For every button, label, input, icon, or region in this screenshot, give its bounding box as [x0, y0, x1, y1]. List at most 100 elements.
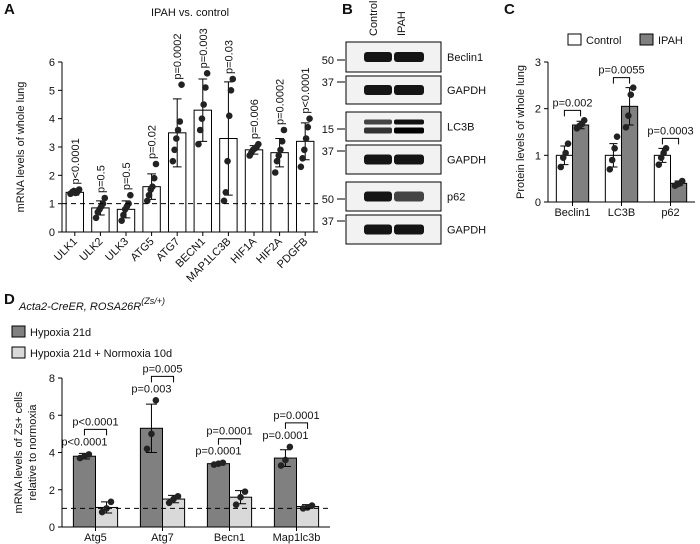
- data-point: [196, 126, 204, 134]
- p-value: p=0.0001: [195, 446, 241, 458]
- y-tick-label: 4: [49, 114, 55, 126]
- bar: [273, 457, 298, 528]
- chart-title: IPAH vs. control: [151, 7, 229, 19]
- blot-frame: [345, 41, 442, 73]
- data-point: [580, 117, 588, 124]
- y-axis-label: relative to normoxia: [27, 404, 39, 501]
- data-point: [173, 135, 180, 142]
- y-tick-label: 8: [49, 373, 55, 385]
- y-tick-label: 0: [535, 197, 541, 209]
- p-value: p<0.0001: [300, 67, 312, 113]
- protein-label: GAPDH: [447, 225, 486, 237]
- data-point: [629, 84, 637, 91]
- data-point: [255, 140, 262, 148]
- data-point: [613, 133, 621, 140]
- data-point: [301, 146, 308, 154]
- data-point: [562, 149, 569, 157]
- x-tick-label: LC3B: [608, 207, 636, 219]
- x-tick-label: Map1lc3b: [273, 532, 321, 544]
- panel-letter: D: [4, 291, 15, 308]
- blot-band: [364, 224, 392, 235]
- y-tick-label: 4: [49, 448, 55, 460]
- panel-letter: A: [4, 1, 15, 18]
- data-point: [85, 451, 93, 458]
- bar: [65, 191, 85, 233]
- data-point: [169, 157, 177, 165]
- y-tick-label: 1: [49, 199, 55, 211]
- data-point: [611, 145, 618, 152]
- legend-swatch: [11, 346, 26, 359]
- legend-label: Control: [586, 35, 621, 47]
- data-point: [152, 160, 160, 168]
- legend-label: Hypoxia 21d + Normoxia 10d: [30, 348, 172, 360]
- y-tick-label: 6: [49, 57, 55, 69]
- marker-label: 37: [322, 146, 334, 158]
- blot-band: [394, 224, 424, 235]
- data-point: [308, 502, 316, 509]
- blot-frame: [345, 75, 442, 105]
- protein-label: LC3B: [447, 122, 475, 134]
- p-value: p=0.5: [95, 165, 107, 193]
- legend-swatch: [639, 33, 654, 46]
- legend-swatch: [11, 325, 26, 338]
- p-value: p=0.5: [121, 162, 133, 190]
- protein-label: p62: [447, 192, 465, 204]
- blot-band: [394, 127, 424, 134]
- data-point: [277, 462, 285, 469]
- data-point: [606, 166, 614, 173]
- data-point: [174, 492, 182, 500]
- bar: [572, 124, 590, 203]
- data-point: [306, 115, 313, 122]
- data-point: [220, 197, 228, 205]
- data-point: [241, 488, 249, 495]
- data-point: [75, 186, 83, 193]
- chart-title: Acta2-CreER, ROSA26R(Zs/+): [18, 296, 165, 313]
- data-point: [165, 499, 173, 507]
- blot-band: [394, 119, 424, 125]
- x-tick-label: HIF1A: [229, 235, 260, 266]
- bracket: [661, 137, 680, 145]
- data-point: [280, 126, 288, 134]
- marker-label: 37: [322, 216, 334, 228]
- y-tick-label: 0: [49, 227, 55, 239]
- legend-swatch: [567, 33, 582, 46]
- data-point: [304, 123, 312, 131]
- data-point: [625, 112, 632, 119]
- lane-label: IPAH: [396, 11, 408, 36]
- data-point: [655, 161, 663, 168]
- bracket-label: p=0.0055: [598, 65, 644, 77]
- bracket-label: p=0.002: [552, 97, 592, 109]
- data-point: [150, 174, 158, 182]
- y-tick-label: 2: [535, 104, 541, 116]
- data-point: [171, 146, 178, 154]
- data-point: [557, 163, 565, 171]
- data-point: [627, 91, 635, 98]
- marker-label: 50: [322, 55, 334, 67]
- data-point: [222, 189, 230, 196]
- data-point: [107, 498, 115, 506]
- protein-label: GAPDH: [447, 155, 486, 167]
- x-tick-label: Becn1: [214, 532, 245, 544]
- blot-frame: [345, 181, 442, 212]
- p-value: p=0.006: [249, 99, 261, 139]
- marker-label: 15: [322, 124, 334, 136]
- bracket-label: p=0.0003: [647, 125, 693, 137]
- data-point: [152, 397, 160, 404]
- bracket-label: p=0.005: [142, 363, 182, 375]
- data-point: [237, 493, 244, 501]
- x-tick-label: Atg7: [151, 532, 174, 544]
- y-tick-label: 0: [49, 522, 55, 534]
- data-point: [225, 112, 233, 120]
- data-point: [302, 135, 310, 142]
- data-point: [98, 508, 106, 516]
- marker-label: 50: [322, 194, 334, 206]
- data-point: [101, 194, 109, 202]
- data-point: [662, 145, 670, 152]
- data-point: [127, 191, 134, 199]
- data-point: [198, 115, 206, 122]
- blot-band: [394, 191, 424, 202]
- data-point: [224, 157, 231, 165]
- y-tick-label: 3: [535, 57, 541, 69]
